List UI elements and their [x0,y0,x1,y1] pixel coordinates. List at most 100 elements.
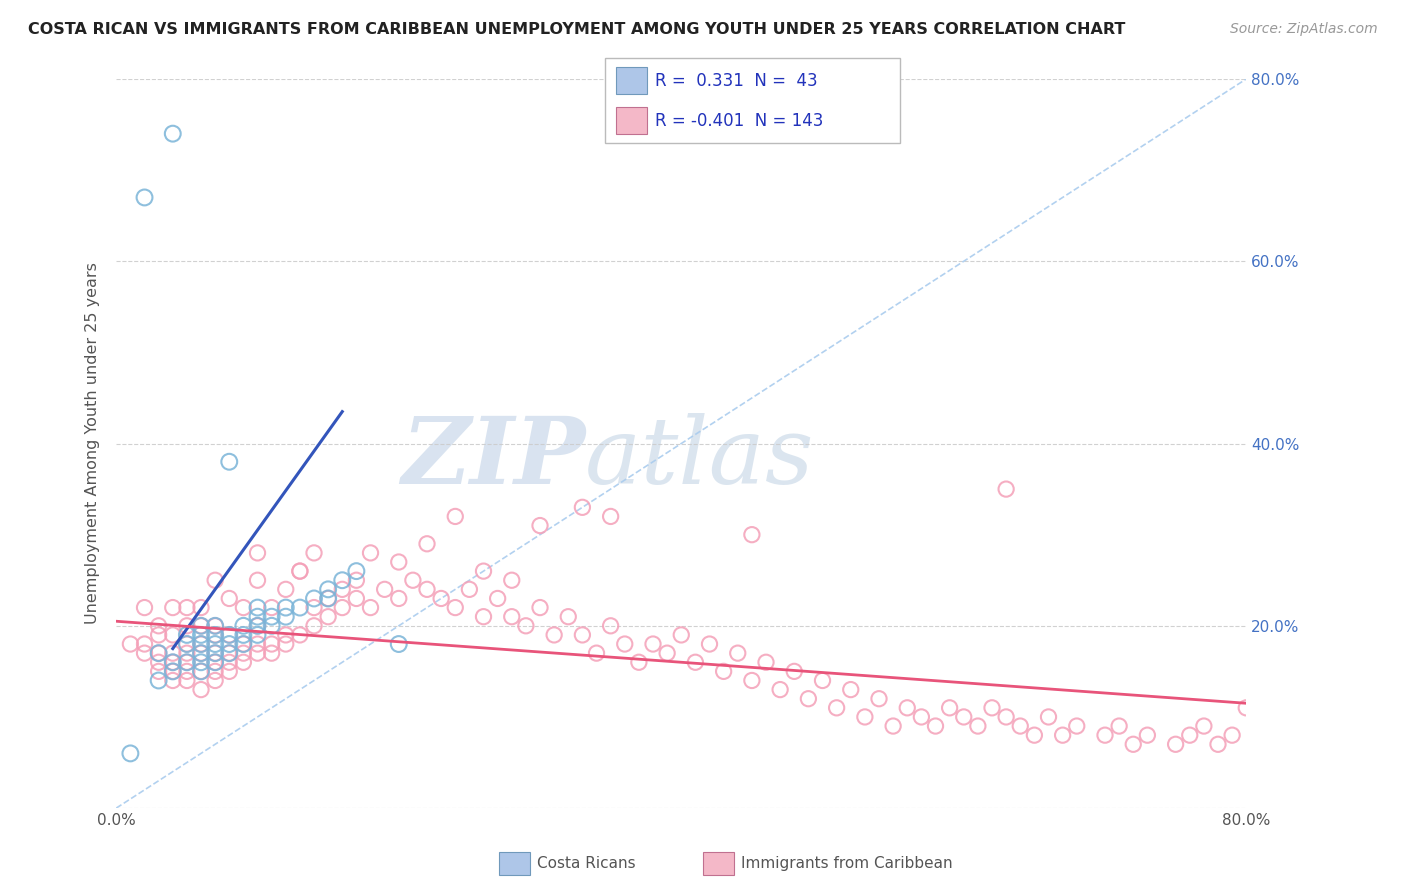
Point [176,646,198,660]
Point [557,609,579,624]
Point [967,719,990,733]
Point [1164,737,1187,751]
Point [529,600,551,615]
Point [176,655,198,669]
Point [246,619,269,633]
Point [302,619,325,633]
Text: COSTA RICAN VS IMMIGRANTS FROM CARIBBEAN UNEMPLOYMENT AMONG YOUTH UNDER 25 YEARS: COSTA RICAN VS IMMIGRANTS FROM CARIBBEAN… [28,22,1125,37]
Point [344,564,367,578]
Point [571,500,593,515]
Text: Costa Ricans: Costa Ricans [537,856,636,871]
Point [330,573,353,587]
Point [218,455,240,469]
Point [176,673,198,688]
Point [486,591,509,606]
Point [246,546,269,560]
Point [1220,728,1243,742]
Point [741,527,763,541]
Point [1206,737,1229,751]
Point [232,600,254,615]
Point [811,673,834,688]
Point [190,646,212,660]
Point [330,582,353,597]
Point [444,600,467,615]
Point [783,665,806,679]
Point [1010,719,1032,733]
Point [344,573,367,587]
Point [134,190,156,204]
Point [162,628,184,642]
Point [288,628,311,642]
Point [274,582,297,597]
Point [543,628,565,642]
Point [260,637,283,651]
Point [641,637,664,651]
Point [176,628,198,642]
Point [727,646,749,660]
Point [246,646,269,660]
Point [190,655,212,669]
Point [671,628,693,642]
Point [571,628,593,642]
Point [148,646,170,660]
Point [176,655,198,669]
Point [218,655,240,669]
Point [148,673,170,688]
Point [176,600,198,615]
Point [501,609,523,624]
Point [232,646,254,660]
Point [274,628,297,642]
Point [288,564,311,578]
Point [472,609,495,624]
Point [1052,728,1074,742]
Point [374,582,396,597]
Point [218,646,240,660]
Point [896,701,918,715]
Point [148,628,170,642]
Point [176,637,198,651]
Point [515,619,537,633]
Point [825,701,848,715]
Point [260,619,283,633]
Point [120,637,142,651]
Point [246,619,269,633]
Point [134,646,156,660]
Point [232,619,254,633]
Point [190,619,212,633]
Point [162,127,184,141]
Point [501,573,523,587]
Point [204,646,226,660]
Point [204,655,226,669]
Point [190,600,212,615]
Point [713,665,735,679]
Point [134,637,156,651]
Point [190,619,212,633]
Point [1178,728,1201,742]
Point [316,591,339,606]
Point [148,646,170,660]
Point [218,628,240,642]
Point [134,600,156,615]
Text: ZIP: ZIP [401,413,585,503]
Point [416,582,439,597]
Point [190,665,212,679]
Point [162,646,184,660]
Point [472,564,495,578]
Point [190,646,212,660]
Point [360,546,382,560]
Point [176,665,198,679]
Point [204,673,226,688]
Point [288,564,311,578]
Point [176,619,198,633]
Point [246,609,269,624]
Point [176,637,198,651]
Point [402,573,425,587]
Point [162,673,184,688]
Point [388,591,411,606]
Point [1234,701,1257,715]
Point [218,591,240,606]
Point [981,701,1004,715]
Point [204,646,226,660]
Point [302,600,325,615]
Point [1136,728,1159,742]
